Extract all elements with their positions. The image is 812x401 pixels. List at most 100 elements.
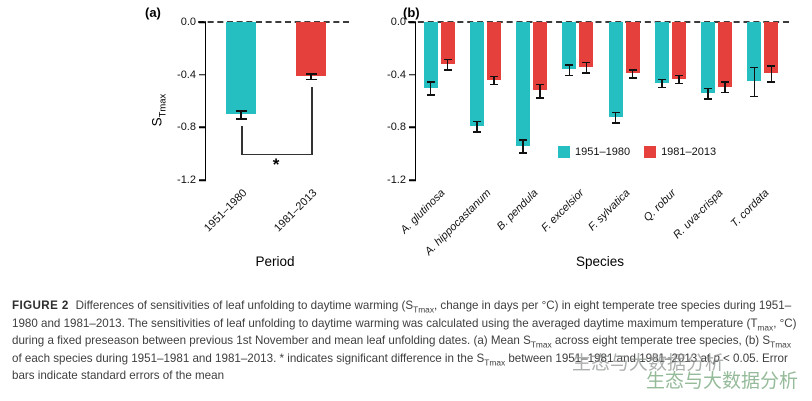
error-bar-cap: [674, 82, 683, 85]
panel-a: (a) STmax 0.0 -0.4 -0.8 -1.2 1951–1980 1981–2…: [140, 0, 375, 298]
legend-swatch: [644, 146, 657, 158]
error-bar-cap: [305, 78, 317, 81]
error-bar: [770, 65, 773, 82]
error-bar-cap: [721, 91, 730, 94]
error-bar-cap: [235, 110, 247, 112]
y-tick-label: 0.0: [390, 16, 406, 28]
y-tick-mark: [409, 21, 416, 23]
caption-subscript: Tmax: [530, 339, 552, 350]
caption-subscript: max: [757, 321, 774, 332]
bar: [296, 22, 326, 76]
error-bar: [614, 111, 617, 123]
error-bar: [539, 83, 541, 98]
y-tick-label: -1.2: [387, 174, 406, 186]
error-bar: [493, 75, 495, 84]
y-tick-label: -0.4: [177, 68, 196, 81]
error-bar-cap: [536, 97, 545, 99]
error-bar-cap: [750, 66, 759, 69]
error-bar: [522, 139, 524, 153]
error-bar-cap: [628, 77, 637, 79]
bar: [718, 22, 733, 87]
bar: [486, 22, 501, 80]
error-bar-cap: [582, 72, 591, 74]
caption-text: , °C) during a fixed preseason between p…: [12, 316, 797, 348]
error-bar: [631, 69, 634, 78]
error-bar: [678, 74, 680, 83]
significance-star: *: [272, 154, 280, 174]
error-bar: [753, 66, 756, 96]
legend-label: 1951–1980: [575, 146, 631, 158]
error-bar-cap: [628, 69, 637, 71]
bar: [654, 22, 669, 83]
error-bar-cap: [611, 111, 620, 114]
error-bar-cap: [704, 98, 713, 100]
error-bar-cap: [426, 94, 435, 96]
panel-a-plot: STmax 0.0 -0.4 -0.8 -1.2 1951–1980 1981–2013 *: [150, 16, 349, 234]
y-tick-mark: [409, 126, 416, 129]
bar: [226, 22, 256, 115]
bar: [608, 22, 623, 117]
bar: [671, 22, 686, 79]
error-bar-cap: [489, 83, 498, 86]
y-axis-title-sub: Tmax: [157, 93, 169, 118]
legend: 1951–1980 1981–2013: [558, 146, 716, 158]
error-bar: [240, 110, 242, 119]
y-tick-mark: [409, 179, 416, 181]
y-tick-mark: [199, 126, 206, 129]
caption-text: FIGURE 2: [12, 299, 69, 312]
y-tick-mark: [199, 179, 206, 181]
error-bar: [429, 81, 432, 95]
bar: [764, 22, 779, 74]
figure-caption: FIGURE 2 Differences of sensitivities of …: [12, 298, 802, 384]
error-bar-cap: [472, 120, 481, 123]
caption-text: across eight temperate tree species, (b)…: [551, 334, 771, 347]
error-bar: [568, 64, 571, 75]
bar: [469, 22, 484, 127]
panel-a-label: (a): [145, 5, 161, 20]
caption-text: , change in days per °C) in eight temper…: [12, 299, 792, 330]
error-bar-cap: [443, 69, 452, 71]
error-bar-cap: [657, 86, 666, 89]
error-bar-cap: [472, 131, 481, 133]
panel-b-label: (b): [403, 5, 420, 20]
error-bar-cap: [704, 87, 713, 90]
error-bar-cap: [489, 75, 498, 78]
caption-subscript: Tmax: [770, 339, 791, 350]
bar: [747, 22, 762, 82]
error-bar-cap: [305, 73, 317, 75]
error-bar-cap: [721, 81, 730, 83]
error-bar: [707, 87, 709, 99]
y-tick-mark: [199, 21, 206, 23]
y-tick-label: -1.2: [177, 174, 196, 186]
error-bar-cap: [235, 118, 247, 120]
error-bar: [585, 61, 588, 73]
caption-subscript: Tmax: [484, 356, 506, 367]
bar: [423, 22, 438, 88]
legend-item: 1951–1980: [558, 146, 630, 158]
legend-label: 1981–2013: [661, 146, 717, 158]
error-bar-cap: [565, 74, 574, 77]
error-bar-cap: [582, 61, 591, 63]
bar: [701, 22, 716, 94]
error-bar: [661, 78, 663, 87]
error-bar: [310, 73, 312, 79]
error-bar-cap: [767, 65, 776, 67]
error-bar-cap: [519, 152, 528, 154]
caption-text: p: [713, 351, 720, 365]
bar: [516, 22, 531, 146]
error-bar: [724, 81, 726, 92]
x-category-label: F. excelsior: [539, 187, 587, 235]
error-bar-cap: [767, 81, 776, 83]
x-category-label: A. hippocastanum: [423, 187, 494, 258]
error-bar-cap: [674, 74, 683, 77]
x-category-label: F. sylvatica: [586, 187, 633, 234]
y-tick-label: -0.8: [387, 121, 406, 134]
panel-b-plot: 0.0 -0.4 -0.8 -1.2 A. glutinosa A. hippocasta…: [387, 16, 789, 258]
caption-text: < 0.05. Error bars indicate standard err…: [12, 351, 788, 383]
error-bar: [446, 58, 449, 70]
error-bar: [476, 120, 478, 132]
error-bar-cap: [519, 139, 528, 141]
x-category-label: T. cordata: [728, 187, 772, 230]
y-tick-label: 0.0: [180, 16, 196, 28]
caption-text: Differences of sensitivities of leaf unf…: [75, 299, 414, 312]
